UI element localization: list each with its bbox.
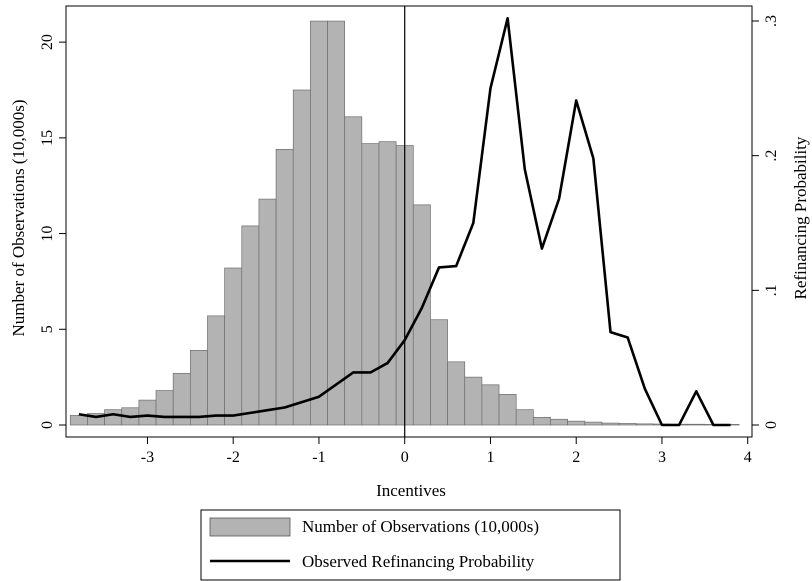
plot-area: [65, 5, 753, 438]
y-right-tick-label: .2: [763, 150, 780, 162]
y-right-tick-label: .3: [763, 15, 780, 27]
histogram-bar: [207, 315, 225, 426]
legend: Number of Observations (10,000s) Observe…: [200, 509, 621, 581]
histogram-bar: [618, 423, 637, 426]
x-axis-title: Incentives: [376, 481, 446, 500]
x-axis: -3 -2 -1 0 1 2 3 4: [141, 437, 752, 466]
histogram-bar: [327, 20, 346, 426]
histogram-bar: [498, 394, 517, 426]
histogram-bar: [344, 116, 363, 426]
histogram-bar: [584, 421, 603, 426]
histogram-bar: [155, 390, 174, 426]
histogram-bar: [481, 384, 500, 426]
y-left-tick-label: 20: [39, 34, 56, 50]
histogram-bar: [292, 89, 311, 426]
histogram-bar: [258, 198, 277, 426]
y-right-tick-label: 0: [763, 421, 780, 429]
histogram-bar: [464, 376, 483, 426]
y-left-tick-label: 5: [39, 325, 56, 333]
histogram-bar: [104, 409, 123, 426]
x-tick-label: -1: [312, 449, 325, 466]
histogram-bar: [189, 349, 208, 426]
histogram-bar: [310, 20, 328, 426]
histogram-bar: [241, 225, 260, 426]
x-tick-label: 0: [401, 449, 409, 466]
y-axis-right-title: Refinancing Probability: [791, 136, 810, 299]
histogram-bar: [138, 399, 157, 426]
y-axis-left-title: Number of Observations (10,000s): [9, 99, 28, 336]
x-tick-label: -3: [141, 449, 154, 466]
histogram-bar: [224, 267, 243, 426]
histogram-bar: [447, 361, 466, 426]
histogram-bar: [550, 418, 568, 426]
legend-label-observations: Number of Observations (10,000s): [302, 517, 539, 536]
legend-swatch-observations: [209, 517, 291, 537]
x-tick-label: 4: [744, 449, 752, 466]
x-tick-label: 3: [658, 449, 666, 466]
histogram-bar: [635, 423, 654, 426]
legend-label-probability: Observed Refinancing Probability: [302, 552, 535, 571]
histogram-bar: [412, 204, 431, 426]
refinancing-probability-line: [78, 17, 731, 427]
histogram-bar: [532, 416, 551, 426]
histogram-bar: [361, 143, 380, 426]
x-tick-label: 1: [486, 449, 494, 466]
y-left-tick-label: 15: [39, 130, 56, 146]
histogram-bar: [275, 148, 294, 426]
x-tick-label: 2: [572, 449, 580, 466]
x-tick-label: -2: [227, 449, 240, 466]
plot-frame: [65, 5, 753, 438]
histogram-bar: [69, 415, 88, 426]
histogram-bar: [515, 409, 534, 426]
histogram-bar: [601, 422, 620, 426]
y-left-tick-label: 0: [39, 421, 56, 429]
y-axis-left: 0 5 10 15 20: [39, 34, 66, 429]
y-right-tick-label: .1: [763, 284, 780, 296]
histogram-bars: [69, 20, 740, 426]
histogram-bar: [430, 319, 448, 426]
histogram-bar: [687, 423, 706, 426]
histogram-bar: [378, 141, 397, 426]
y-left-tick-label: 10: [39, 226, 56, 242]
histogram-bar: [567, 420, 586, 426]
y-axis-right: 0 .1 .2 .3: [752, 15, 780, 429]
